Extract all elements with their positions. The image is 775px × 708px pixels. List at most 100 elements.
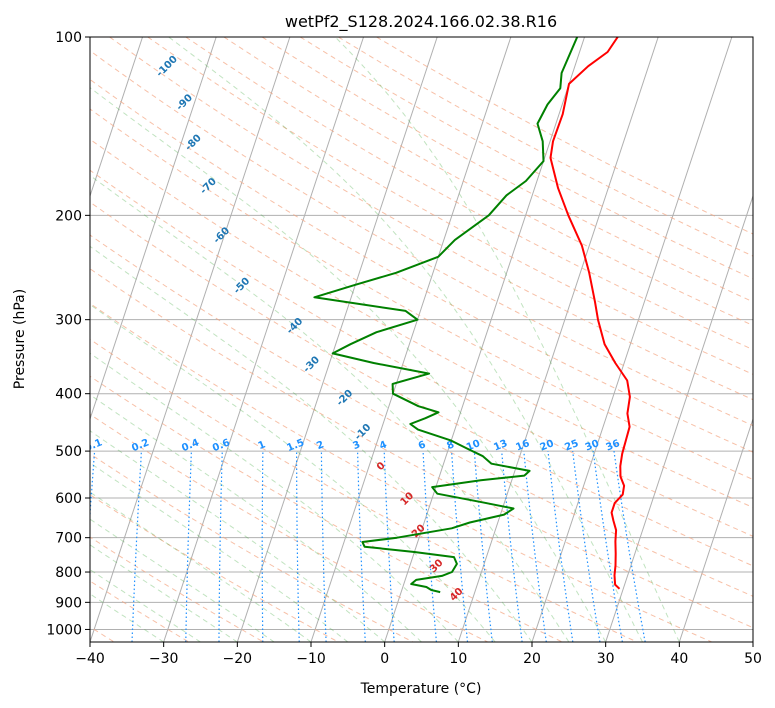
y-tick-label: 600: [55, 491, 82, 507]
mixing-ratio-label: 1: [257, 439, 268, 452]
mixing-ratio-line: [131, 451, 142, 642]
mixing-ratio-label: 0.1: [83, 437, 104, 454]
dry-adiabat-line: [90, 580, 190, 642]
dry-adiabat-line: [90, 50, 753, 427]
isotherm-line: [236, 37, 438, 642]
moist-adiabat-line: [90, 87, 607, 642]
dry-adiabat-line: [90, 413, 488, 642]
x-tick-label: −30: [149, 651, 179, 667]
isotherm-line: [163, 37, 365, 642]
isotherm-line: [678, 417, 753, 642]
mixing-ratio-label: 20: [539, 438, 556, 453]
dry-adiabat-label: -80: [183, 133, 204, 154]
profile-line: [313, 37, 579, 594]
mixing-ratio-line: [501, 451, 523, 642]
y-tick-label: 500: [55, 444, 82, 460]
mixing-ratio-line: [473, 451, 493, 642]
mixing-ratio-line: [185, 451, 192, 642]
plot-area: -100-90-80-70-60-50-40-30-20-10010203040…: [0, 37, 753, 642]
isotherm-line: [90, 37, 291, 642]
x-tick-label: −20: [223, 651, 253, 667]
mixing-ratio-label: 0.4: [180, 437, 201, 454]
x-tick-label: 30: [597, 651, 615, 667]
x-tick-label: 20: [523, 651, 541, 667]
y-tick-label: 400: [55, 387, 82, 403]
mixing-ratio-line: [218, 451, 223, 642]
mixing-ratio-line: [422, 451, 437, 642]
y-tick-label: 100: [55, 30, 82, 46]
mixing-ratio-label: 13: [492, 438, 509, 453]
dry-adiabat-line: [147, 37, 753, 375]
mixing-ratio-label: 36: [605, 438, 622, 453]
mixing-ratio-label: 1.5: [285, 437, 306, 454]
dry-adiabat-label: 10: [399, 490, 417, 508]
dry-adiabat-label: -70: [198, 176, 219, 197]
mixing-ratio-line: [320, 451, 327, 642]
moist-adiabat-line: [90, 352, 459, 642]
y-tick-label: 900: [55, 595, 82, 611]
x-tick-label: 50: [744, 651, 762, 667]
moist-adiabat-line: [90, 174, 570, 642]
mixing-ratio-label: 16: [514, 438, 531, 453]
dry-adiabat-line: [90, 375, 563, 642]
dry-adiabat-line: [90, 494, 339, 642]
mixing-ratio-line: [451, 451, 469, 642]
mixing-ratio-line: [523, 451, 547, 642]
x-tick-label: −10: [296, 651, 326, 667]
moist-adiabat-line: [334, 37, 680, 642]
y-tick-label: 700: [55, 531, 82, 547]
y-tick-label: 800: [55, 565, 82, 581]
mixing-ratio-label: 2: [315, 439, 326, 452]
isotherm-line: [605, 194, 753, 642]
dry-adiabat-line: [90, 169, 753, 537]
isotherm-line: [384, 37, 586, 642]
y-tick-label: 200: [55, 208, 82, 224]
x-tick-label: 10: [449, 651, 467, 667]
dry-adiabat-line: [90, 201, 753, 567]
dry-adiabat-label: -100: [155, 54, 181, 80]
mixing-ratio-line: [547, 451, 574, 642]
isotherm-line: [310, 37, 512, 642]
mixing-ratio-line: [296, 451, 300, 642]
mixing-ratio-label: 30: [584, 438, 601, 453]
moist-adiabat-line: [90, 394, 422, 642]
isotherm-line: [0, 37, 69, 642]
dry-adiabat-line: [90, 234, 753, 597]
plot-frame: [89, 36, 754, 643]
moist-adiabat-line: [90, 518, 275, 642]
moist-adiabat-line: [90, 245, 533, 642]
x-tick-label: −40: [75, 651, 105, 667]
moist-adiabat-line: [90, 491, 312, 642]
isotherm-line: [752, 640, 753, 642]
dry-adiabat-label: -50: [232, 276, 253, 297]
mixing-ratio-line: [572, 451, 601, 642]
mixing-ratio-label: 0.6: [211, 437, 232, 454]
dry-adiabat-line: [90, 268, 753, 629]
dry-adiabat-line: [109, 37, 753, 401]
isotherm-line: [90, 37, 144, 198]
dry-adiabat-line: [223, 37, 753, 327]
axes: −40 −30 −20 −10 0 10 20 30 40 5010020030040050060…: [46, 30, 762, 667]
dry-adiabat-line: [90, 302, 712, 642]
dry-adiabat-line: [261, 37, 753, 303]
x-tick-label: 40: [670, 651, 688, 667]
y-tick-label: 300: [55, 313, 82, 329]
isotherm-line: [90, 37, 217, 421]
dry-adiabat-line: [90, 338, 638, 642]
dry-adiabat-label: -40: [285, 316, 306, 337]
dry-adiabat-label: -20: [335, 388, 356, 409]
dry-adiabat-line: [90, 453, 414, 642]
moist-adiabat-line: [90, 303, 496, 642]
dry-adiabat-line: [90, 536, 264, 642]
moist-adiabat-line: [168, 37, 643, 642]
mixing-ratio-line: [261, 451, 264, 642]
x-axis-label: Temperature (°C): [360, 681, 482, 697]
profile-line: [549, 37, 631, 590]
dry-adiabat-line: [185, 37, 753, 351]
chart-title: wetPf2_S128.2024.166.02.38.R16: [285, 12, 557, 32]
mixing-ratio-line: [592, 451, 623, 642]
dry-adiabat-line: [376, 37, 753, 235]
moist-adiabat-line: [90, 462, 349, 642]
mixing-ratio-label: 6: [417, 439, 428, 452]
